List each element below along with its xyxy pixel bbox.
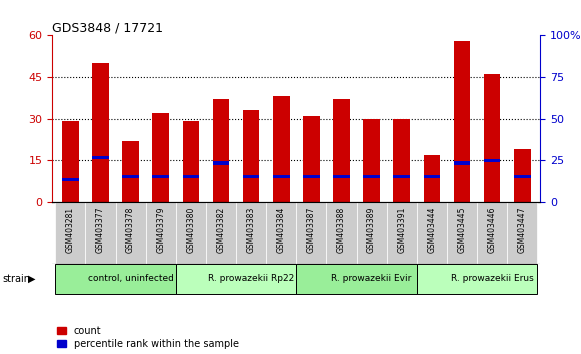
Bar <box>393 119 410 202</box>
Bar <box>357 202 387 264</box>
Text: strain: strain <box>3 274 31 284</box>
Bar <box>243 175 259 178</box>
Bar <box>243 110 259 202</box>
Bar <box>123 175 139 178</box>
Bar <box>62 178 78 181</box>
Text: GSM403281: GSM403281 <box>66 207 75 253</box>
Bar <box>85 202 116 264</box>
Bar <box>206 202 236 264</box>
Bar <box>296 264 417 294</box>
Bar <box>447 202 477 264</box>
Bar <box>55 202 85 264</box>
Text: GSM403447: GSM403447 <box>518 207 527 253</box>
Bar <box>236 202 266 264</box>
Bar <box>182 175 199 178</box>
Bar <box>363 175 380 178</box>
Bar <box>146 202 176 264</box>
Bar <box>393 175 410 178</box>
Bar <box>213 161 229 165</box>
Bar <box>62 121 78 202</box>
Text: control, uninfected: control, uninfected <box>88 274 174 283</box>
Bar <box>92 156 109 159</box>
Bar <box>55 264 176 294</box>
Bar <box>363 119 380 202</box>
Bar <box>273 96 289 202</box>
Bar <box>176 202 206 264</box>
Text: GSM403380: GSM403380 <box>187 207 195 253</box>
Bar <box>507 202 537 264</box>
Bar <box>424 175 440 178</box>
Bar <box>424 155 440 202</box>
Text: GSM403389: GSM403389 <box>367 207 376 253</box>
Bar <box>266 202 296 264</box>
Text: GSM403387: GSM403387 <box>307 207 316 253</box>
Bar <box>454 161 470 165</box>
Text: GSM403444: GSM403444 <box>428 207 436 253</box>
Bar <box>327 202 357 264</box>
Bar <box>477 202 507 264</box>
Text: ▶: ▶ <box>28 274 35 284</box>
Text: GSM403445: GSM403445 <box>457 207 467 253</box>
Bar <box>454 41 470 202</box>
Bar <box>152 113 169 202</box>
Text: GSM403384: GSM403384 <box>277 207 286 253</box>
Text: GSM403382: GSM403382 <box>217 207 225 253</box>
Text: GSM403391: GSM403391 <box>397 207 406 253</box>
Text: R. prowazekii Evir: R. prowazekii Evir <box>331 274 412 283</box>
Bar <box>417 202 447 264</box>
Bar <box>152 175 169 178</box>
Bar <box>387 202 417 264</box>
Bar <box>333 99 350 202</box>
Text: GSM403388: GSM403388 <box>337 207 346 253</box>
Bar <box>116 202 146 264</box>
Text: GSM403378: GSM403378 <box>126 207 135 253</box>
Bar <box>123 141 139 202</box>
Bar <box>333 175 350 178</box>
Bar <box>273 175 289 178</box>
Text: GSM403383: GSM403383 <box>246 207 256 253</box>
Text: GSM403379: GSM403379 <box>156 207 165 253</box>
Bar <box>484 159 500 162</box>
Text: GSM403377: GSM403377 <box>96 207 105 253</box>
Bar <box>484 74 500 202</box>
Bar <box>213 99 229 202</box>
Text: R. prowazekii Erus: R. prowazekii Erus <box>451 274 533 283</box>
Legend: count, percentile rank within the sample: count, percentile rank within the sample <box>57 326 239 349</box>
Bar <box>182 121 199 202</box>
Bar <box>514 175 530 178</box>
Text: GSM403446: GSM403446 <box>487 207 497 253</box>
Text: GDS3848 / 17721: GDS3848 / 17721 <box>52 21 163 34</box>
Text: R. prowazekii Rp22: R. prowazekii Rp22 <box>208 274 294 283</box>
Bar <box>296 202 327 264</box>
Bar <box>514 149 530 202</box>
Bar <box>303 175 320 178</box>
Bar <box>176 264 296 294</box>
Bar <box>303 116 320 202</box>
Bar <box>417 264 537 294</box>
Bar <box>92 63 109 202</box>
